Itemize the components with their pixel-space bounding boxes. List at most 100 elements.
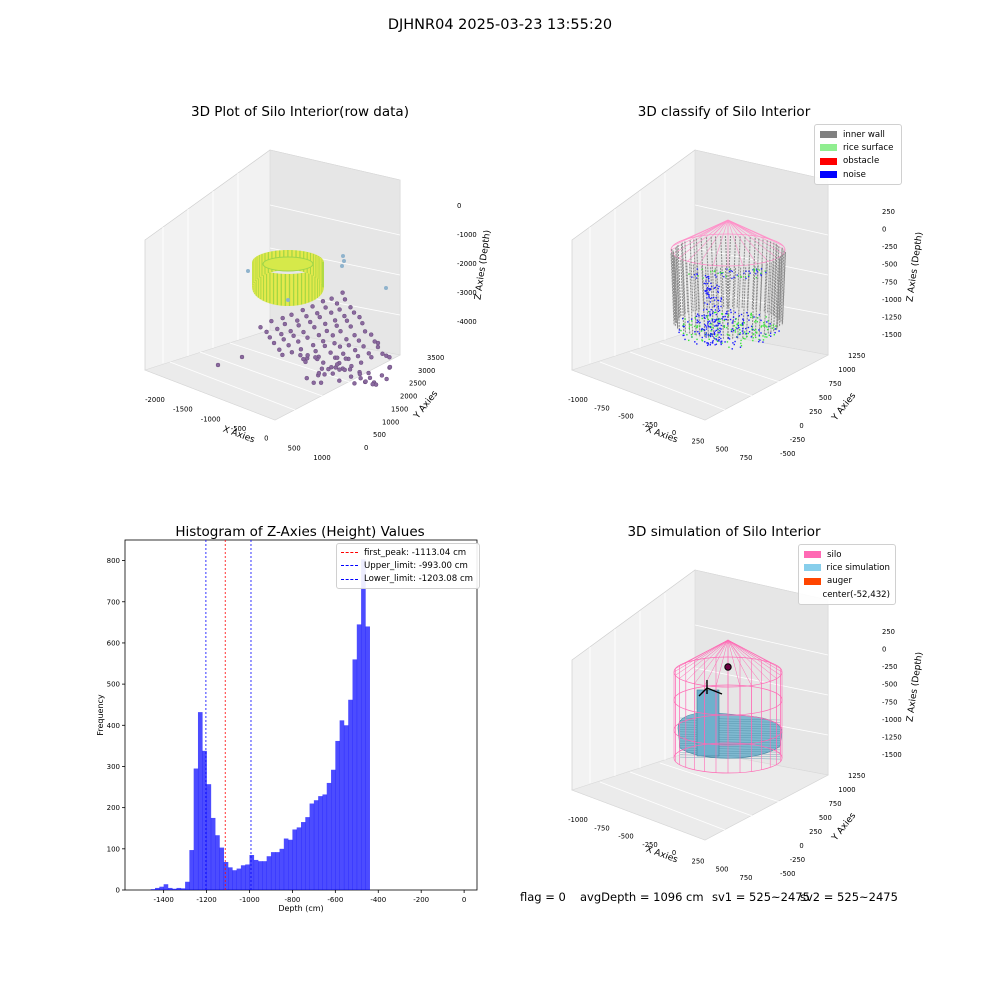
- scatter-point: [316, 332, 322, 338]
- scatter-point: [304, 375, 309, 381]
- floor-point: [774, 331, 776, 334]
- noise-point: [704, 290, 706, 293]
- floor-point: [734, 340, 736, 343]
- floor-point: [764, 336, 766, 338]
- floor-point: [768, 325, 770, 328]
- z-tick-label: -250: [882, 663, 897, 671]
- dome-line: [727, 219, 784, 255]
- wall-column: [677, 245, 682, 318]
- noise-point: [710, 282, 712, 285]
- histogram-bar: [322, 794, 328, 890]
- y-tick-label: 1250: [848, 352, 865, 360]
- scatter-point: [275, 326, 280, 332]
- noise-point: [714, 286, 717, 289]
- floor-point: [759, 339, 761, 341]
- floor-point: [754, 319, 757, 322]
- floor-point: [707, 310, 710, 313]
- dome-line: [699, 219, 729, 265]
- stray-point: [286, 298, 290, 302]
- edge-point: [753, 268, 755, 270]
- y-tick-label: 1000: [838, 786, 855, 794]
- wall-column: [778, 249, 783, 322]
- scatter-point: [298, 347, 304, 352]
- floor-point: [710, 308, 712, 311]
- y-tick-label: 800: [107, 557, 120, 565]
- dome-line: [670, 219, 729, 251]
- scatter-point: [367, 375, 373, 381]
- x-tick-label: 0: [672, 849, 676, 857]
- noise-point: [707, 325, 709, 327]
- floor-point: [763, 321, 765, 324]
- scatter-point: [384, 376, 389, 382]
- floor-point: [725, 318, 728, 321]
- noise-point: [712, 311, 714, 313]
- floor-point: [690, 318, 693, 320]
- wall-column: [675, 258, 680, 331]
- noise-point: [717, 299, 719, 301]
- floor-point: [683, 325, 685, 328]
- histogram-bar: [266, 856, 272, 890]
- noise-point: [717, 308, 720, 310]
- noise-point: [705, 276, 708, 279]
- x-tick-label: -750: [594, 824, 609, 832]
- wall-column: [763, 240, 768, 313]
- noise-point: [718, 336, 721, 338]
- scatter-point: [375, 344, 381, 350]
- histogram-bar: [219, 847, 225, 890]
- x-tick-label: -1400: [153, 896, 173, 904]
- floor-point: [766, 328, 769, 331]
- floor-point: [761, 325, 763, 327]
- floor-point: [721, 317, 723, 320]
- floor-point: [750, 325, 753, 328]
- noise-point: [708, 295, 710, 298]
- legend-entry-obstacle: obstacle: [820, 155, 896, 168]
- histogram-bar: [305, 817, 310, 890]
- noise-swatch: [820, 171, 837, 179]
- floor-point: [721, 342, 723, 344]
- floor-point: [774, 328, 777, 330]
- z-tick-label: -3000: [457, 289, 477, 297]
- noise-point: [706, 276, 709, 278]
- noise-point: [703, 309, 705, 311]
- scatter-point: [301, 329, 306, 335]
- scatter-point: [305, 335, 310, 340]
- floor-point: [771, 327, 774, 329]
- edge-point: [745, 277, 747, 280]
- histogram-bar: [159, 886, 164, 890]
- floor-point: [698, 315, 700, 317]
- scatter-point: [316, 370, 322, 376]
- floor-point: [725, 312, 727, 315]
- edge-point: [695, 277, 698, 279]
- silo-roof-line: [727, 639, 762, 661]
- noise-point: [705, 328, 708, 330]
- wall-column: [693, 239, 698, 312]
- dome-ring: [670, 233, 786, 267]
- scatter-point: [323, 321, 328, 327]
- floor-point: [734, 320, 736, 323]
- edge-point: [691, 276, 693, 278]
- noise-point: [706, 297, 708, 299]
- scatter-point: [341, 351, 346, 356]
- noise-point: [703, 282, 705, 284]
- floor-point: [750, 316, 752, 319]
- edge-point: [688, 273, 690, 275]
- wall-column: [775, 246, 780, 319]
- scatter-point: [332, 341, 337, 346]
- z-tick-label: -1000: [882, 296, 902, 304]
- wall-column: [714, 236, 720, 309]
- wall-column: [781, 253, 786, 326]
- floor-point: [740, 313, 743, 316]
- floor-point: [709, 314, 711, 317]
- silo-roof-line: [704, 639, 729, 659]
- auger-axis-y: [698, 687, 708, 697]
- noise-point: [708, 289, 711, 291]
- histogram-title: Histogram of Z-Axies (Height) Values: [175, 524, 425, 540]
- histogram-ticks: -1400 -1200 -1000 -800 -600 -400 -200 0 0 100 200 3…: [107, 557, 467, 904]
- noise-point: [720, 324, 722, 327]
- scatter-point: [296, 339, 301, 344]
- scatter-point: [320, 339, 326, 344]
- x-tick-label: 0: [462, 896, 466, 904]
- dome-line: [727, 219, 757, 237]
- dome-line: [727, 219, 757, 265]
- scatter-point: [338, 329, 343, 334]
